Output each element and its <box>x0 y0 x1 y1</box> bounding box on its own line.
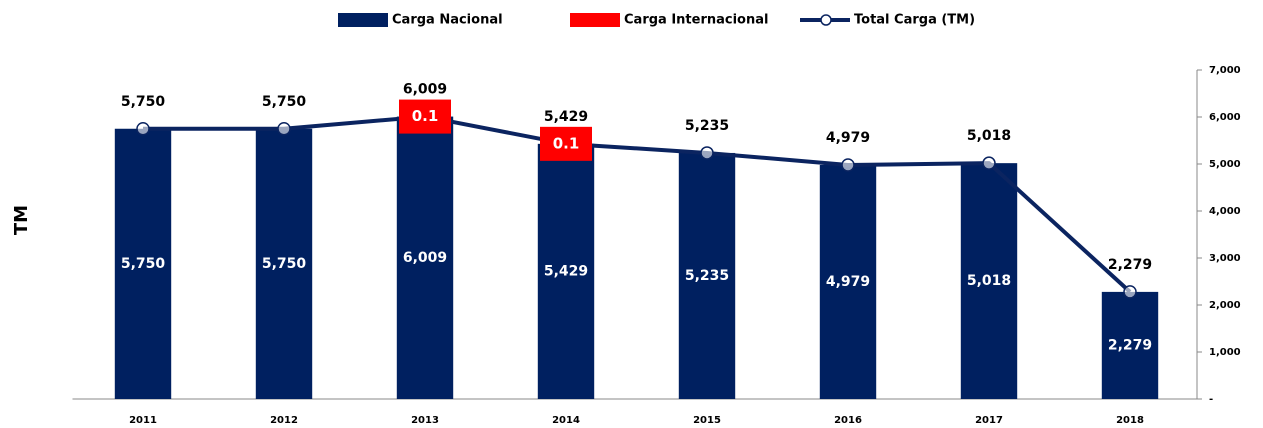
bar-segment <box>114 128 172 399</box>
legend-label: Carga Nacional <box>392 13 503 28</box>
bar-segment <box>396 116 454 400</box>
segment-value-label: 0.1 <box>412 107 439 125</box>
bar-value-label: 5,429 <box>544 263 588 279</box>
total-line <box>143 114 1132 294</box>
x-tick-label: 2018 <box>1116 415 1144 426</box>
x-tick-label: 2015 <box>693 415 721 426</box>
bar-value-label: 5,018 <box>967 273 1011 289</box>
line-marker <box>841 158 855 172</box>
segment-value-label: 0.1 <box>553 134 580 152</box>
segment-label-box <box>399 99 451 134</box>
y-tick-label: 6,000 <box>1209 112 1241 123</box>
bar-value-label: 5,750 <box>121 256 166 272</box>
bar-segment <box>819 164 877 399</box>
y-tick-label: 5,000 <box>1209 159 1241 170</box>
bar-value-label: 5,750 <box>262 256 307 272</box>
bar-value-label: 2,279 <box>1108 337 1152 353</box>
line-marker <box>277 122 291 136</box>
x-tick-label: 2011 <box>129 415 157 426</box>
y-tick-label: 1,000 <box>1209 347 1241 358</box>
line-marker <box>136 122 150 136</box>
bar-segment <box>255 128 313 399</box>
y-axis-label: TM <box>11 205 32 235</box>
bar-segment <box>1101 291 1159 399</box>
y-tick-label: 2,000 <box>1209 300 1241 311</box>
line-value-label: 5,750 <box>262 94 307 110</box>
line-marker <box>1123 285 1137 299</box>
line-value-label: 5,235 <box>685 118 729 134</box>
line-value-label: 5,750 <box>121 94 166 110</box>
x-tick-label: 2012 <box>270 415 298 426</box>
x-tick-label: 2016 <box>834 415 862 426</box>
legend-label: Carga Internacional <box>624 13 768 28</box>
bar-value-label: 4,979 <box>826 274 870 290</box>
bar-segment <box>960 163 1018 399</box>
line-value-label: 5,018 <box>967 128 1011 144</box>
line-value-label: 4,979 <box>826 130 870 146</box>
x-tick-label: 2014 <box>552 415 580 426</box>
x-tick-label: 2013 <box>411 415 439 426</box>
legend-label: Total Carga (TM) <box>854 13 975 28</box>
line-marker <box>700 146 714 160</box>
bar-value-label: 6,009 <box>403 250 447 266</box>
legend-marker <box>820 14 832 26</box>
line-value-label: 2,279 <box>1108 257 1152 273</box>
segment-label-box <box>540 126 592 161</box>
line-value-label: 6,009 <box>403 82 447 98</box>
bar-value-label: 5,235 <box>685 268 729 284</box>
bar-segment <box>678 152 736 399</box>
y-tick-label: 4,000 <box>1209 206 1241 217</box>
x-tick-label: 2017 <box>975 415 1003 426</box>
legend-swatch <box>338 13 388 27</box>
bar-segment <box>537 143 595 399</box>
y-tick-label: 7,000 <box>1209 65 1241 76</box>
y-tick-label: 3,000 <box>1209 253 1241 264</box>
legend-swatch <box>570 13 620 27</box>
y-tick-label: - <box>1209 394 1213 405</box>
line-value-label: 5,429 <box>544 109 588 125</box>
line-marker <box>982 156 996 170</box>
